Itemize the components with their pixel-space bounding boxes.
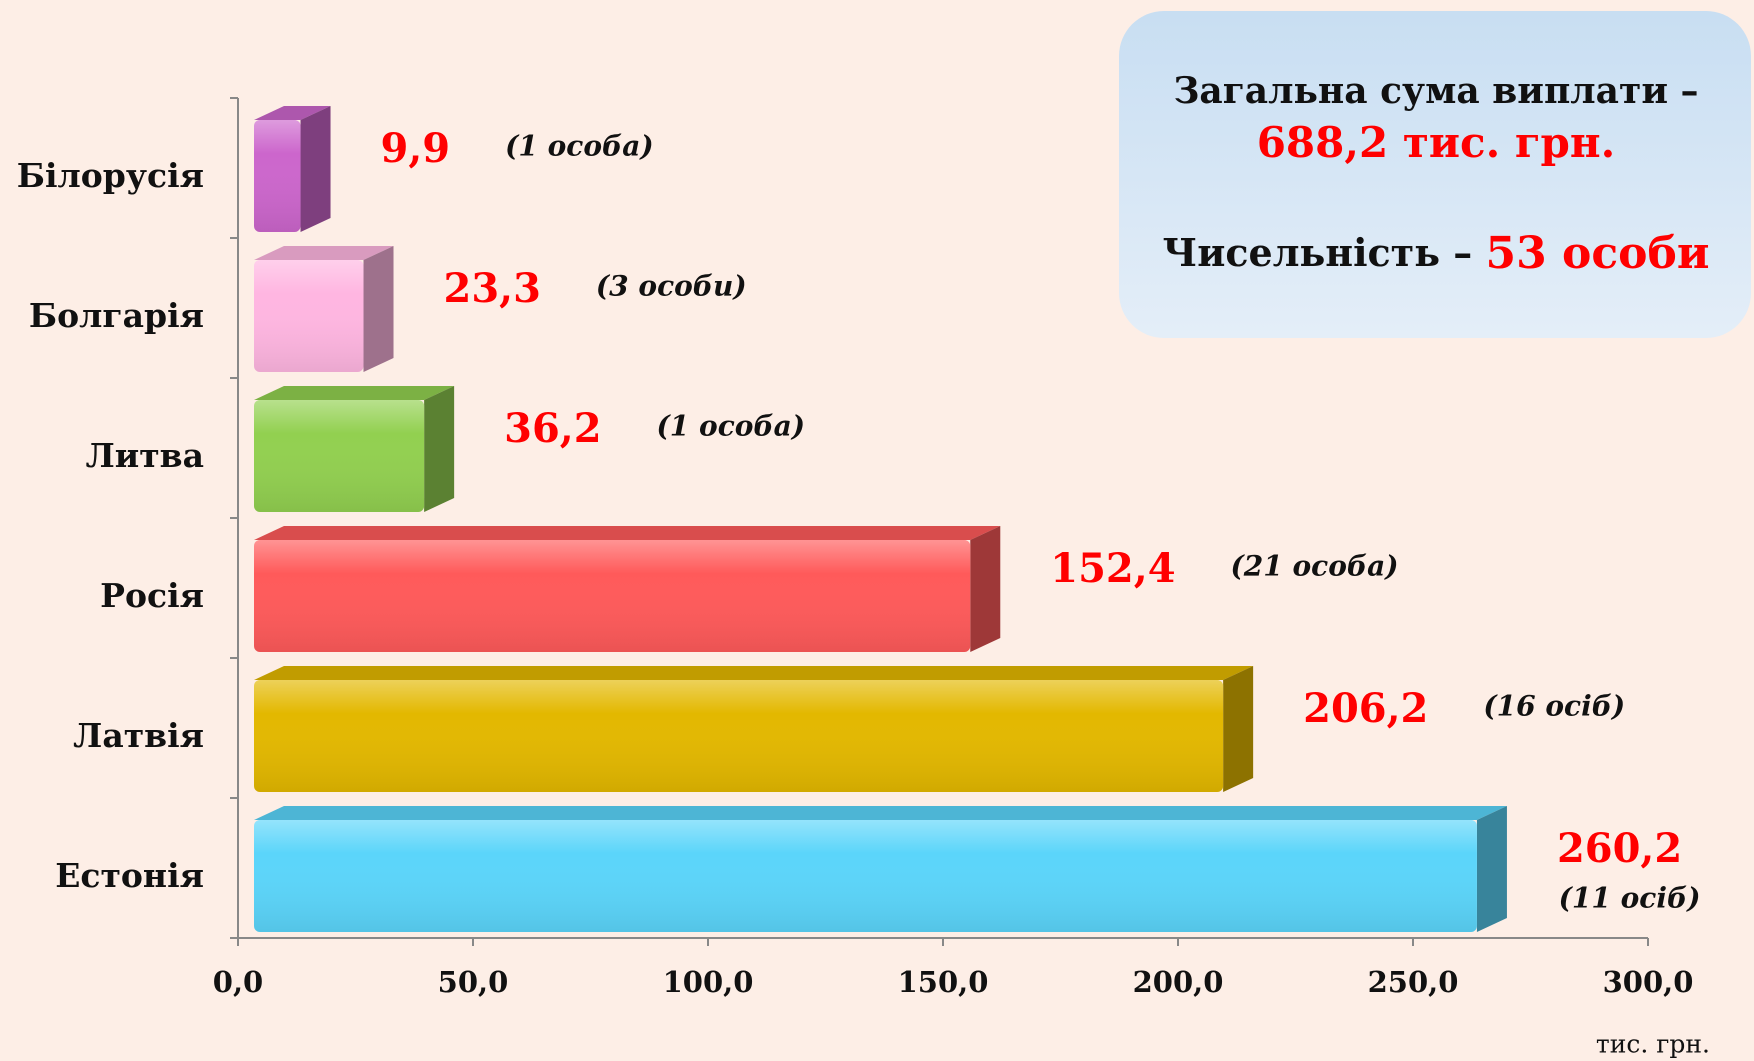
bar-side <box>300 106 331 232</box>
annotation: (3 особи) <box>596 270 747 303</box>
y-tick-label: Естонія <box>55 856 204 895</box>
x-tick-label: 150,0 <box>898 965 989 999</box>
bar <box>254 666 1254 792</box>
bar-shine <box>254 820 1477 932</box>
x-tick-label: 250,0 <box>1368 965 1459 999</box>
value-label: 23,3 <box>444 265 541 312</box>
bar-side <box>363 246 394 372</box>
annotation: (1 особа) <box>657 410 806 443</box>
bar-side <box>970 526 1001 652</box>
bar-side <box>424 386 455 512</box>
info-total: 688,2 тис. грн. <box>1257 118 1616 167</box>
annotation: (21 особа) <box>1231 550 1399 583</box>
bar-side <box>1476 806 1507 932</box>
x-tick-label: 0,0 <box>213 965 263 999</box>
info-box <box>1119 11 1751 338</box>
x-tick-label: 200,0 <box>1133 965 1224 999</box>
y-tick-label: Литва <box>86 436 204 475</box>
bar <box>254 246 394 372</box>
annotation: (1 особа) <box>505 130 654 163</box>
x-tick-label: 50,0 <box>438 965 509 999</box>
bar-top <box>254 526 1001 540</box>
value-label: 9,9 <box>381 125 451 172</box>
bar-top <box>254 106 331 120</box>
info-text: Чисельність – <box>1163 230 1473 275</box>
info-count-value: 53 особи <box>1485 228 1709 279</box>
annotation: (16 осіб) <box>1483 690 1625 723</box>
y-tick-label: Білорусія <box>17 156 204 195</box>
y-tick-label: Болгарія <box>29 296 204 335</box>
bar-shine <box>254 120 301 232</box>
y-tick-label: Латвія <box>73 716 204 755</box>
annotation: (11 осіб) <box>1559 882 1701 915</box>
value-label: 36,2 <box>504 405 601 452</box>
bar <box>254 526 1001 652</box>
bar-top <box>254 386 455 400</box>
bar-shine <box>254 260 364 372</box>
y-tick-label: Росія <box>100 576 204 615</box>
bar-top <box>254 806 1507 820</box>
bar-shine <box>254 680 1224 792</box>
value-label: 152,4 <box>1050 545 1175 592</box>
bar-shine <box>254 400 425 512</box>
value-label: 206,2 <box>1303 685 1428 732</box>
info-text: Загальна сума виплати – <box>1173 70 1698 112</box>
x-tick-label: 300,0 <box>1603 965 1694 999</box>
x-tick-label: 100,0 <box>663 965 754 999</box>
bar-top <box>254 246 394 260</box>
bar <box>254 806 1507 932</box>
bar <box>254 106 331 232</box>
bar-shine <box>254 540 971 652</box>
bar-top <box>254 666 1254 680</box>
info-count: Чисельність – 53 особи <box>1163 228 1710 279</box>
x-axis-unit: тис. грн. <box>1596 1030 1710 1059</box>
bar-side <box>1223 666 1254 792</box>
value-label: 260,2 <box>1557 825 1682 872</box>
bar <box>254 386 455 512</box>
